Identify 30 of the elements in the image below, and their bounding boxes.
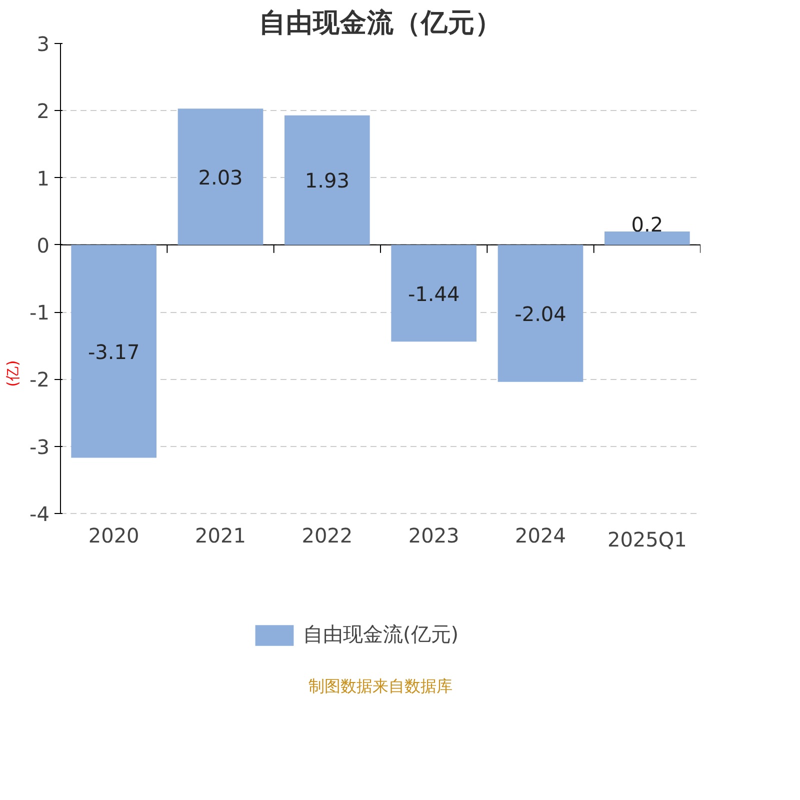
y-tick-label: 1 [36, 166, 50, 190]
y-tick-label: 2 [36, 99, 50, 124]
bar [391, 244, 476, 342]
y-tick-label: -2 [30, 368, 50, 392]
legend-label: 自由现金流(亿元) [303, 621, 459, 648]
x-tick-label: 2020 [88, 524, 140, 548]
bar [604, 232, 690, 245]
x-tick-label: 2021 [195, 524, 246, 548]
bar [284, 115, 370, 245]
x-tick-label: 2023 [408, 524, 460, 548]
y-axis-title: (亿) [4, 360, 22, 387]
y-tick-label: -3 [30, 434, 50, 459]
data-label: 0.2 [631, 212, 664, 236]
bar [178, 108, 264, 245]
data-label: -1.44 [408, 282, 460, 306]
data-label: 2.03 [198, 165, 243, 190]
y-tick-label: -4 [30, 502, 50, 526]
text: 制图数据来自数据库 [308, 676, 452, 696]
x-tick-label: 2025Q1 [607, 528, 687, 552]
chart-title: 自由现金流（亿元） [259, 8, 502, 38]
data-label: -3.17 [88, 340, 140, 364]
data-label: -2.04 [514, 302, 566, 326]
x-tick-label: 2022 [302, 524, 353, 548]
bar [71, 244, 156, 458]
y-tick-label: 0 [36, 233, 50, 258]
bar [498, 244, 584, 382]
x-tick-label: 2024 [515, 524, 566, 548]
data-label: 1.93 [304, 168, 350, 193]
y-tick-label: 3 [36, 32, 50, 56]
y-tick-label: -1 [30, 300, 50, 325]
